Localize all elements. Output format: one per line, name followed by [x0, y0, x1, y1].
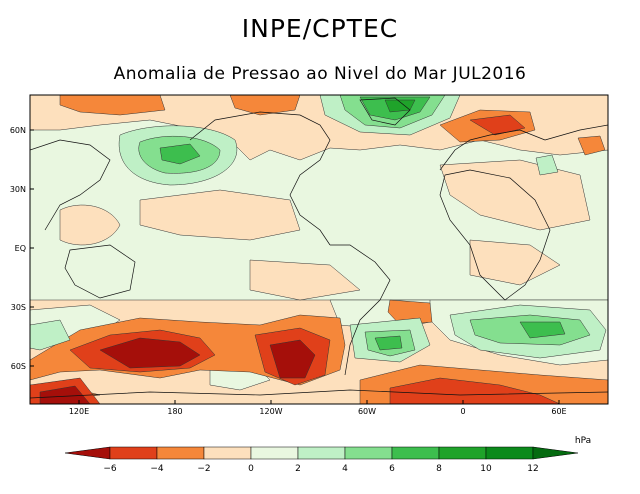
- colorbar-arrow-right: [532, 446, 579, 460]
- colorbar-swatch: [203, 446, 252, 460]
- map-subtitle: Anomalia de Pressao ao Nivel do Mar JUL2…: [113, 64, 527, 84]
- lat-label-eq: EQ: [15, 244, 26, 253]
- colorbar-label: 2: [295, 464, 301, 474]
- colorbar-arrow-left: [64, 446, 111, 460]
- lat-label-30s: 30S: [11, 303, 26, 312]
- colorbar-label: 6: [389, 464, 395, 474]
- colorbar-label: 0: [248, 464, 254, 474]
- lat-label-30n: 30N: [10, 185, 26, 194]
- colorbar-label: −4: [150, 464, 164, 474]
- lon-label-0: 0: [460, 407, 465, 416]
- colorbar-label: −2: [197, 464, 210, 474]
- lon-label-120w: 120W: [259, 407, 282, 416]
- colorbar-label: 8: [436, 464, 442, 474]
- anomaly-field: [30, 95, 608, 404]
- coastlines: [30, 97, 608, 399]
- colorbar-label: 12: [527, 464, 538, 474]
- longitude-axis: 120E 180 120W 60W 0 60E: [69, 400, 567, 416]
- lat-label-60n: 60N: [10, 126, 26, 135]
- colorbar-swatch: [297, 446, 346, 460]
- lon-label-60e: 60E: [551, 407, 566, 416]
- contour-below-m6: [39, 337, 316, 404]
- colorbar-label: 10: [480, 464, 492, 474]
- map-title: INPE/CPTEC: [241, 14, 399, 43]
- colorbar-swatch: [438, 446, 487, 460]
- colorbar-swatch: [485, 446, 534, 460]
- lon-label-60w: 60W: [358, 407, 376, 416]
- colorbar-swatch: [156, 446, 205, 460]
- lat-label-60s: 60S: [11, 362, 26, 371]
- latitude-axis: 60N 30N EQ 30S 60S: [10, 126, 34, 371]
- colorbar-label: 4: [342, 464, 348, 474]
- colorbar: hPa −6 −4 −2 0 2 4 6 8 10 12: [64, 436, 591, 474]
- colorbar-swatch: [344, 446, 393, 460]
- lon-label-180: 180: [167, 407, 182, 416]
- lon-label-120e: 120E: [69, 407, 89, 416]
- colorbar-swatch: [391, 446, 440, 460]
- colorbar-unit: hPa: [575, 436, 591, 446]
- map-frame: [29, 94, 609, 405]
- colorbar-label: −6: [103, 464, 117, 474]
- colorbar-swatch: [109, 446, 158, 460]
- colorbar-swatch: [250, 446, 299, 460]
